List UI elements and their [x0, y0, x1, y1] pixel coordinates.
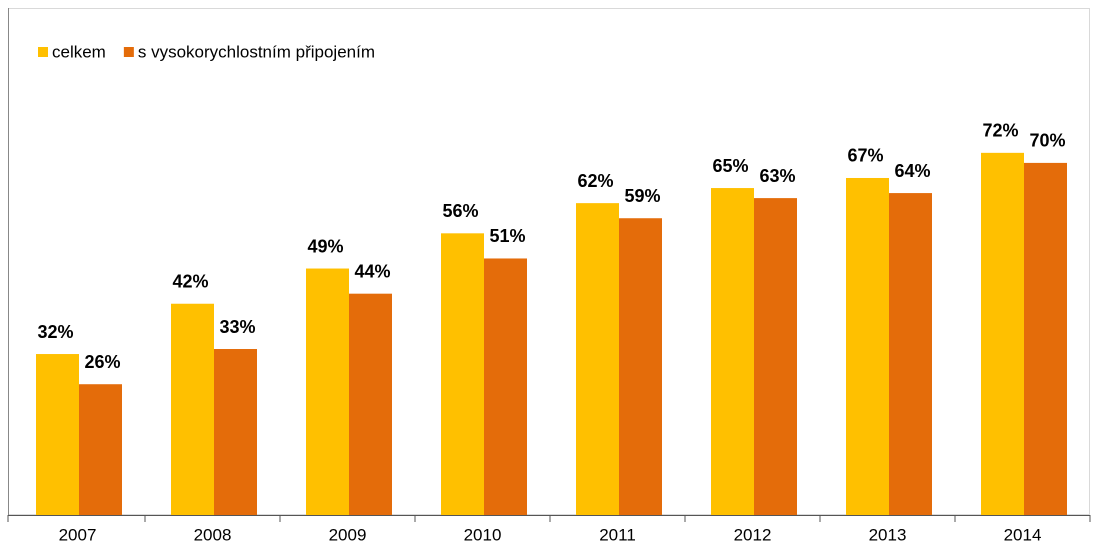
- data-label: 64%: [894, 161, 930, 181]
- data-label: 42%: [172, 271, 208, 291]
- data-label: 65%: [712, 156, 748, 176]
- bar: [171, 303, 214, 515]
- bar: [36, 354, 79, 515]
- data-label: 32%: [37, 322, 73, 342]
- x-tick-label: 2011: [599, 525, 636, 544]
- x-tick-label: 2008: [194, 525, 232, 544]
- x-tick-label: 2012: [734, 525, 772, 544]
- x-tick-label: 2009: [329, 525, 367, 544]
- bar: [79, 384, 122, 515]
- bar: [1024, 162, 1067, 515]
- bar: [441, 233, 484, 515]
- bar: [214, 349, 257, 515]
- legend-swatch: [123, 47, 134, 57]
- data-label: 56%: [442, 201, 478, 221]
- data-label: 72%: [982, 121, 1018, 141]
- data-label: 70%: [1029, 131, 1065, 151]
- data-label: 51%: [489, 226, 525, 246]
- bar: [711, 188, 754, 516]
- bar: [306, 268, 349, 515]
- bar: [349, 293, 392, 515]
- data-label: 33%: [219, 317, 255, 337]
- data-label: 59%: [624, 186, 660, 206]
- bar: [981, 152, 1024, 515]
- x-tick-label: 2007: [59, 525, 97, 544]
- bar: [846, 177, 889, 516]
- bar: [576, 203, 619, 515]
- x-tick-label: 2010: [464, 525, 502, 544]
- bar: [619, 218, 662, 516]
- data-label: 67%: [847, 146, 883, 166]
- data-label: 49%: [307, 236, 343, 256]
- data-label: 44%: [354, 261, 390, 281]
- bar: [484, 258, 527, 515]
- data-label: 62%: [577, 171, 613, 191]
- data-label: 63%: [759, 166, 795, 186]
- x-tick-label: 2014: [1004, 525, 1042, 544]
- legend-label: celkem: [52, 42, 106, 61]
- legend-label: s vysokorychlostním připojením: [138, 42, 375, 61]
- bar: [889, 193, 932, 515]
- data-label: 26%: [84, 352, 120, 372]
- x-tick-label: 2013: [869, 525, 907, 544]
- bar: [754, 198, 797, 516]
- legend-swatch: [38, 47, 48, 57]
